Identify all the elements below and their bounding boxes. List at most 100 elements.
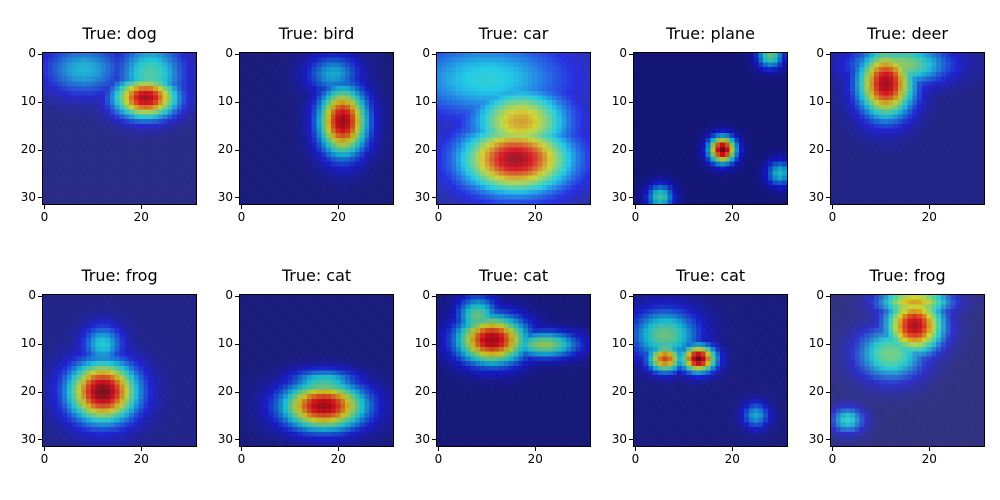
x-tick-label: 0 bbox=[828, 452, 837, 466]
x-tick-mark bbox=[731, 447, 733, 451]
y-tick-mark bbox=[826, 439, 830, 441]
y-tick-label: 10 bbox=[217, 94, 233, 109]
x-tick-label: 0 bbox=[631, 210, 640, 224]
y-tick-mark bbox=[235, 343, 239, 345]
y-tick-mark bbox=[826, 197, 830, 199]
x-tick-label: 0 bbox=[828, 210, 837, 224]
x-tick-label: 20 bbox=[133, 452, 149, 466]
y-tick-mark bbox=[629, 391, 633, 393]
y-tick-label: 30 bbox=[217, 189, 233, 204]
heatmap-image bbox=[634, 53, 787, 204]
y-tick-mark bbox=[38, 53, 42, 55]
y-tick-mark bbox=[38, 295, 42, 297]
x-tick-label: 20 bbox=[724, 452, 740, 466]
y-tick-label: 0 bbox=[422, 288, 430, 303]
y-tick-mark bbox=[38, 391, 42, 393]
y-tick-mark bbox=[235, 149, 239, 151]
y-tick-mark bbox=[432, 343, 436, 345]
heatmap-panel: True: plane 0 10 20 30 0 20 bbox=[593, 22, 808, 245]
x-tick-label: 0 bbox=[40, 452, 49, 466]
heatmap-panel: True: frog 0 10 20 30 0 20 bbox=[790, 264, 1000, 487]
y-tick-label: 20 bbox=[611, 384, 627, 399]
y-tick-mark bbox=[432, 149, 436, 151]
x-tick-mark bbox=[337, 205, 339, 209]
y-tick-label: 20 bbox=[20, 142, 36, 157]
y-tick-mark bbox=[38, 149, 42, 151]
y-tick-mark bbox=[432, 439, 436, 441]
heatmap-image bbox=[831, 53, 984, 204]
y-tick-label: 20 bbox=[414, 384, 430, 399]
y-tick-label: 10 bbox=[611, 94, 627, 109]
y-tick-mark bbox=[629, 343, 633, 345]
y-tick-label: 10 bbox=[20, 94, 36, 109]
heatmap-image bbox=[240, 295, 393, 446]
y-tick-mark bbox=[826, 149, 830, 151]
y-tick-mark bbox=[629, 197, 633, 199]
x-tick-label: 0 bbox=[434, 452, 443, 466]
heatmap-panel: True: cat 0 10 20 30 0 20 bbox=[593, 264, 808, 487]
y-tick-mark bbox=[38, 101, 42, 103]
panel-title: True: deer bbox=[867, 24, 948, 43]
x-tick-mark bbox=[240, 447, 242, 451]
heatmap-image bbox=[437, 53, 590, 204]
x-tick-mark bbox=[831, 447, 833, 451]
y-tick-label: 30 bbox=[414, 431, 430, 446]
x-tick-label: 0 bbox=[434, 210, 443, 224]
y-tick-mark bbox=[629, 439, 633, 441]
y-tick-mark bbox=[432, 101, 436, 103]
y-tick-label: 10 bbox=[611, 336, 627, 351]
panel-title: True: plane bbox=[666, 24, 755, 43]
y-tick-label: 0 bbox=[619, 288, 627, 303]
heatmap-plot-area bbox=[436, 52, 591, 205]
y-tick-label: 0 bbox=[28, 288, 36, 303]
x-tick-mark bbox=[43, 447, 45, 451]
x-tick-mark bbox=[634, 447, 636, 451]
heatmap-panel: True: cat 0 10 20 30 0 20 bbox=[199, 264, 414, 487]
x-tick-mark bbox=[534, 205, 536, 209]
y-tick-mark bbox=[629, 149, 633, 151]
x-tick-mark bbox=[140, 205, 142, 209]
x-tick-mark bbox=[928, 205, 930, 209]
y-tick-mark bbox=[629, 101, 633, 103]
y-tick-label: 30 bbox=[611, 431, 627, 446]
x-tick-mark bbox=[534, 447, 536, 451]
y-tick-label: 0 bbox=[225, 46, 233, 61]
heatmap-image bbox=[240, 53, 393, 204]
heatmap-plot-area bbox=[239, 294, 394, 447]
y-tick-mark bbox=[432, 295, 436, 297]
y-tick-label: 20 bbox=[611, 142, 627, 157]
y-tick-mark bbox=[432, 197, 436, 199]
x-tick-mark bbox=[928, 447, 930, 451]
heatmap-image bbox=[831, 295, 984, 446]
y-tick-mark bbox=[235, 295, 239, 297]
y-tick-mark bbox=[235, 439, 239, 441]
x-tick-mark bbox=[240, 205, 242, 209]
panel-title: True: cat bbox=[478, 266, 549, 285]
y-tick-label: 30 bbox=[414, 189, 430, 204]
y-tick-mark bbox=[432, 53, 436, 55]
x-tick-label: 20 bbox=[133, 210, 149, 224]
y-tick-mark bbox=[826, 295, 830, 297]
heatmap-plot-area bbox=[830, 294, 985, 447]
heatmap-image bbox=[634, 295, 787, 446]
x-tick-label: 0 bbox=[40, 210, 49, 224]
x-tick-mark bbox=[43, 205, 45, 209]
y-tick-mark bbox=[38, 343, 42, 345]
x-tick-mark bbox=[337, 447, 339, 451]
heatmap-plot-area bbox=[436, 294, 591, 447]
heatmap-panel: True: cat 0 10 20 30 0 20 bbox=[396, 264, 611, 487]
panel-title: True: car bbox=[478, 24, 549, 43]
panel-title: True: cat bbox=[675, 266, 746, 285]
heatmap-plot-area bbox=[42, 294, 197, 447]
x-tick-mark bbox=[437, 205, 439, 209]
y-tick-mark bbox=[826, 53, 830, 55]
y-tick-mark bbox=[629, 295, 633, 297]
x-tick-label: 20 bbox=[527, 210, 543, 224]
x-tick-mark bbox=[831, 205, 833, 209]
x-tick-label: 0 bbox=[237, 452, 246, 466]
heatmap-plot-area bbox=[239, 52, 394, 205]
y-tick-label: 20 bbox=[20, 384, 36, 399]
heatmap-image bbox=[43, 53, 196, 204]
y-tick-label: 10 bbox=[217, 336, 233, 351]
heatmap-image bbox=[43, 295, 196, 446]
